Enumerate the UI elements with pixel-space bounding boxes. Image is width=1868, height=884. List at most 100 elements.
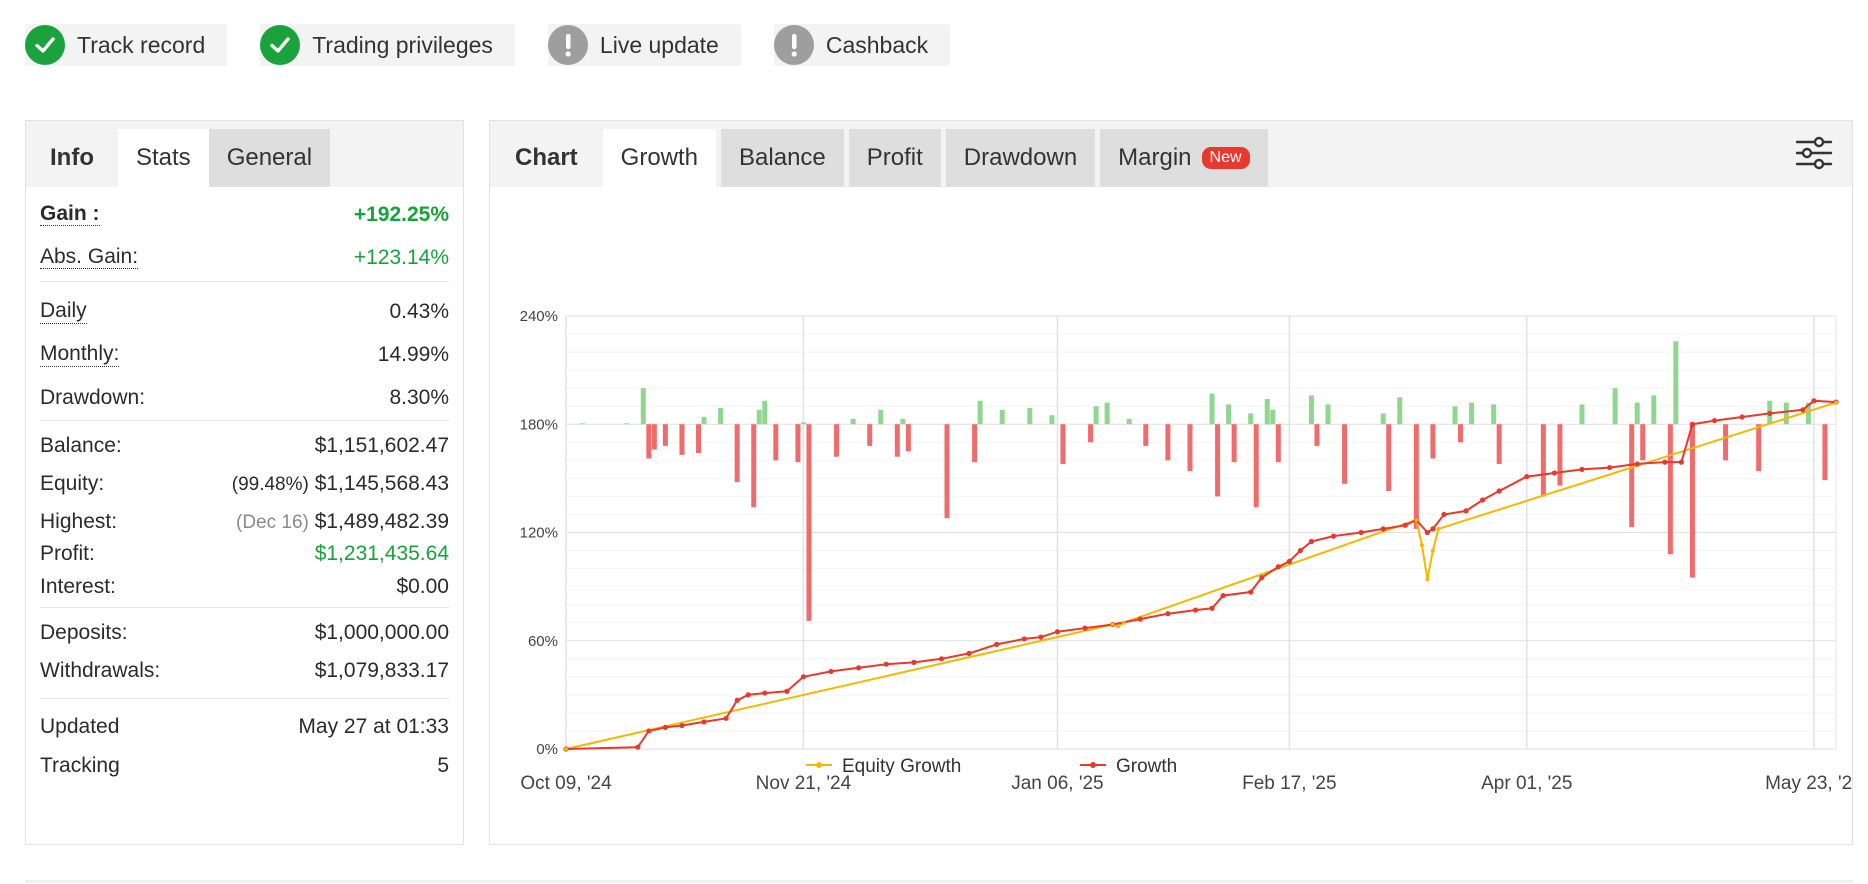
- stat-label[interactable]: Daily: [40, 299, 87, 324]
- stat-label: Tracking: [40, 754, 120, 777]
- growth-point: [883, 661, 889, 667]
- growth-point: [1463, 508, 1469, 514]
- tab-growth[interactable]: Growth: [602, 129, 717, 187]
- tab-balance[interactable]: Balance: [721, 129, 844, 187]
- bar-up: [1104, 402, 1110, 425]
- stat-balance: Balance: $1,151,602.47: [40, 421, 449, 465]
- growth-point: [966, 650, 972, 656]
- bar-up: [580, 423, 586, 425]
- x-tick-label: Jan 06, '25: [1011, 773, 1103, 794]
- badge-label: Live update: [599, 31, 719, 58]
- growth-point: [1689, 421, 1696, 427]
- bar-down: [1231, 424, 1237, 463]
- stat-highest: Highest: (Dec 16) $1,489,482.39: [40, 503, 449, 541]
- growth-point: [800, 674, 807, 680]
- stat-label[interactable]: Monthly:: [40, 342, 120, 367]
- bar-up: [1027, 408, 1033, 425]
- stat-label: Interest:: [40, 575, 116, 598]
- bar-down: [1723, 424, 1729, 461]
- stat-label: Equity:: [40, 472, 105, 495]
- growth-point: [856, 665, 862, 671]
- bar-up: [1469, 402, 1475, 425]
- equity-point: [564, 747, 568, 751]
- bar-up: [1093, 406, 1099, 425]
- growth-point: [1551, 470, 1557, 476]
- bar-down: [1496, 424, 1502, 464]
- badge-live-update[interactable]: Live update: [547, 24, 741, 66]
- bar-up: [1248, 413, 1254, 425]
- stat-abs-gain: Abs. Gain: +123.14%: [40, 234, 449, 281]
- stat-drawdown: Drawdown: 8.30%: [40, 376, 449, 420]
- badge-track-record[interactable]: Track record: [25, 24, 228, 66]
- growth-point: [1678, 459, 1684, 465]
- tab-margin[interactable]: Margin New: [1100, 129, 1268, 187]
- badge-label: Track record: [77, 31, 206, 58]
- growth-point: [1767, 410, 1773, 417]
- stat-value: 5: [437, 754, 449, 777]
- bar-up: [878, 409, 884, 425]
- equity-growth-line: [565, 401, 1837, 750]
- tab-margin-label: Margin: [1118, 144, 1192, 171]
- growth-point: [1297, 547, 1303, 554]
- tab-general[interactable]: General: [208, 129, 331, 187]
- equity-point: [1419, 543, 1424, 548]
- tab-info[interactable]: Info: [50, 144, 94, 171]
- chart-tabbar: Chart Growth Balance Profit Drawdown Mar…: [490, 121, 1852, 187]
- bar-down: [679, 424, 685, 455]
- bar-down: [1386, 424, 1392, 492]
- chart-settings-button[interactable]: [1794, 133, 1834, 173]
- bar-up: [1308, 395, 1314, 425]
- stat-label[interactable]: Abs. Gain:: [40, 244, 139, 270]
- bar-up: [762, 400, 768, 425]
- growth-point: [1248, 589, 1254, 595]
- stat-value: $1,231,435.64: [314, 542, 449, 565]
- exclamation-icon: [547, 25, 588, 65]
- growth-point: [1358, 529, 1364, 536]
- tab-profit[interactable]: Profit: [848, 129, 941, 187]
- badge-trading-privileges[interactable]: Trading privileges: [260, 24, 515, 66]
- bottom-divider: [25, 880, 1853, 883]
- growth-point: [1021, 636, 1027, 642]
- bar-up: [1634, 402, 1640, 425]
- equity-point: [1414, 517, 1419, 522]
- status-badges: Track record Trading privileges Live upd…: [25, 24, 951, 66]
- growth-point: [646, 728, 652, 734]
- stat-label: Profit:: [40, 542, 95, 565]
- growth-point: [1402, 522, 1408, 528]
- stat-value: +192.25%: [353, 202, 449, 226]
- growth-point: [1259, 575, 1265, 581]
- growth-point: [1739, 414, 1745, 420]
- tab-stats[interactable]: Stats: [117, 129, 209, 187]
- growth-point: [1800, 407, 1806, 413]
- bar-down: [1060, 424, 1066, 464]
- growth-point: [1424, 529, 1430, 536]
- badge-cashback[interactable]: Cashback: [773, 24, 951, 66]
- x-tick-label: May 23, '25: [1765, 773, 1852, 794]
- growth-point: [1662, 459, 1668, 465]
- growth-point: [1607, 464, 1613, 471]
- bar-down: [773, 424, 779, 461]
- stat-value-group: (99.48%) $1,145,568.43: [232, 472, 449, 496]
- equity-point: [1436, 526, 1441, 531]
- growth-point: [1711, 418, 1718, 424]
- stat-label: Highest:: [40, 510, 118, 533]
- bar-up: [1673, 341, 1679, 425]
- equity-point: [1834, 400, 1838, 405]
- bar-down: [867, 424, 873, 446]
- bar-up: [1049, 415, 1055, 425]
- stat-value: 0.43%: [389, 300, 449, 323]
- growth-chart[interactable]: 0% 60% 120% 180% 240% Oct 09, '24 Nov 21, '24 J…: [490, 187, 1852, 844]
- stat-label[interactable]: Gain :: [40, 201, 100, 227]
- tab-drawdown[interactable]: Drawdown: [945, 129, 1096, 187]
- bar-up: [718, 408, 724, 425]
- bar-down: [1430, 424, 1436, 459]
- tab-chart[interactable]: Chart: [515, 144, 578, 171]
- stat-value: $1,151,602.47: [314, 434, 449, 457]
- stats-tabbar: Info Stats General: [26, 121, 463, 187]
- stat-profit: Profit: $1,231,435.64: [40, 541, 449, 567]
- stat-equity: Equity: (99.48%) $1,145,568.43: [40, 465, 449, 503]
- stat-updated: Updated May 27 at 01:33: [40, 699, 449, 747]
- equity-point: [1430, 548, 1435, 553]
- stat-value: $1,489,482.39: [314, 510, 449, 533]
- equity-point: [1425, 577, 1430, 582]
